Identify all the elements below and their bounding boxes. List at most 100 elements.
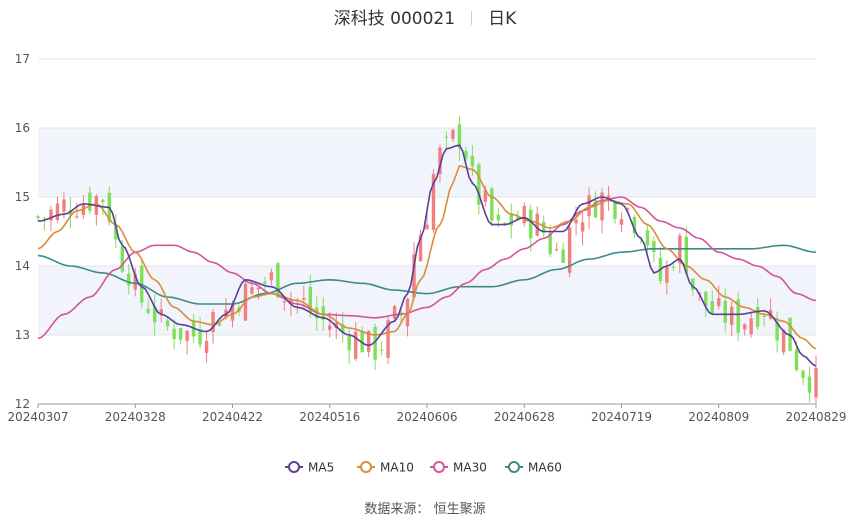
candle-body: [360, 331, 364, 353]
candle-body: [159, 309, 163, 314]
candle-body: [263, 281, 267, 284]
candle-body: [600, 192, 604, 221]
candle-body: [328, 325, 332, 330]
candle-body: [353, 331, 358, 359]
source-provider: 恒生聚源: [433, 502, 486, 517]
candle-body: [211, 312, 215, 333]
y-tick-label: 17: [15, 52, 30, 66]
candle-body: [477, 164, 481, 205]
candle-body: [794, 349, 799, 370]
legend-item-ma60[interactable]: MA60: [505, 461, 562, 475]
candle-body: [665, 266, 669, 283]
candle-body: [127, 273, 131, 286]
candle-body: [554, 249, 559, 251]
candle-body: [276, 263, 280, 298]
candle-body: [457, 124, 462, 148]
legend-item-ma30[interactable]: MA30: [430, 461, 487, 475]
x-tick-label: 20240809: [688, 410, 749, 424]
legend-marker: [288, 461, 300, 473]
title-separator: [471, 11, 473, 25]
candle-body: [431, 174, 436, 231]
candle-body: [101, 199, 105, 203]
candle-body: [619, 219, 624, 225]
y-tick-label: 12: [15, 397, 30, 411]
candle-body: [548, 232, 552, 254]
x-tick-label: 20240606: [396, 410, 457, 424]
candle-body: [451, 129, 455, 140]
candle-body: [567, 227, 572, 273]
band: [38, 128, 816, 197]
candle-body: [730, 306, 734, 326]
chart-title: 深科技 000021 日K: [0, 4, 850, 29]
legend-item-ma5[interactable]: MA5: [285, 461, 334, 475]
candle-body: [490, 188, 494, 221]
legend-item-ma10[interactable]: MA10: [357, 461, 414, 475]
chart-title-period: 日K: [488, 9, 517, 29]
candle-body: [587, 195, 591, 217]
y-tick-label: 16: [15, 121, 30, 135]
candle-body: [535, 213, 539, 236]
legend-marker: [360, 461, 372, 473]
candle-body: [217, 323, 222, 326]
candle-body: [580, 222, 585, 232]
candle-body: [717, 298, 721, 306]
candle-body: [470, 155, 475, 167]
candle-body: [483, 190, 488, 203]
legend-marker: [433, 461, 445, 473]
candle-body: [392, 306, 397, 319]
candle-body: [62, 199, 66, 212]
y-tick-label: 14: [15, 259, 30, 273]
candle-body: [464, 151, 468, 159]
legend-label: MA30: [453, 461, 487, 475]
x-tick-label: 20240628: [494, 410, 555, 424]
candle-body: [438, 147, 442, 175]
candle-body: [185, 330, 189, 342]
candle-body: [75, 216, 79, 218]
candle-body: [749, 318, 753, 335]
candle-body: [68, 210, 73, 216]
x-tick-label: 20240719: [591, 410, 652, 424]
x-axis: 20240307 20240328 20240422 20240516 20240606…: [7, 403, 847, 424]
legend-label: MA5: [308, 461, 334, 475]
candle-body: [814, 367, 818, 398]
candle-body: [613, 201, 617, 219]
candle-body: [775, 321, 779, 341]
legend[interactable]: MA5 MA10 MA30 MA60: [285, 461, 562, 475]
ma-line-ma10: [37, 165, 817, 350]
x-tick-label: 20240307: [7, 410, 68, 424]
candle-body: [781, 329, 786, 353]
x-tick-label: 20240422: [202, 410, 263, 424]
candle-body: [399, 312, 403, 315]
candle-body: [444, 136, 449, 138]
candle-body: [509, 213, 513, 226]
candle-body: [256, 287, 261, 290]
candle-body: [347, 335, 351, 351]
data-source: 数据来源： 恒生聚源: [0, 498, 850, 517]
candle-body: [133, 274, 137, 290]
candle-body: [165, 320, 170, 327]
candle-body: [742, 324, 747, 330]
y-axis: 12 13 14 15 16 17: [15, 52, 30, 411]
candle-body: [42, 217, 47, 219]
candle-body: [503, 223, 507, 225]
candle-body: [366, 330, 371, 352]
candle-body: [755, 306, 760, 327]
moving-average-lines: [37, 144, 817, 367]
ma-line-ma30: [37, 196, 817, 340]
ma-line-ma60: [37, 244, 817, 305]
candle-body: [55, 203, 60, 220]
candle-body: [114, 224, 118, 240]
candle-body: [593, 199, 598, 218]
candle-body: [178, 327, 183, 340]
x-tick-label: 20240829: [785, 410, 846, 424]
candle-body: [652, 241, 656, 253]
x-tick-label: 20240328: [105, 410, 166, 424]
candle-body: [496, 214, 501, 221]
candle-body: [120, 246, 124, 272]
candle-body: [36, 216, 40, 219]
candle-body: [645, 230, 650, 246]
legend-marker: [508, 461, 520, 473]
candle-body: [341, 324, 345, 333]
candle-body: [516, 216, 520, 220]
